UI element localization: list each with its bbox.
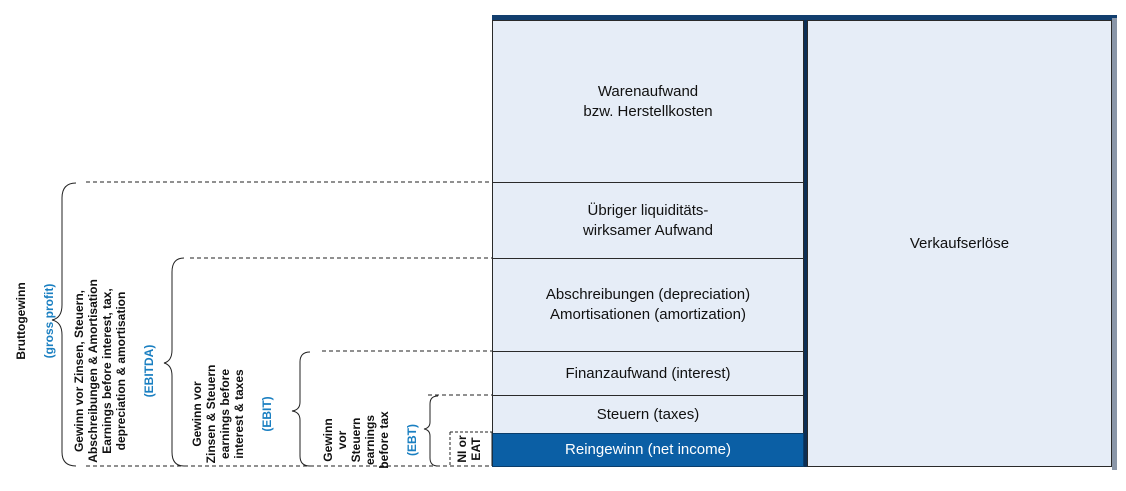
row-abschreibungen-line1: Abschreibungen (depreciation) (545, 286, 751, 303)
ebitda-abbr: (EBITDA) (142, 344, 156, 398)
row-reingewinn-label: Reingewinn (net income) (565, 441, 731, 458)
ni-eat-text: NI or EAT (455, 435, 483, 463)
label-ebt: Gewinn vor Steuern earnings before tax (… (321, 390, 419, 490)
ebit-abbr: (EBIT) (260, 396, 274, 432)
label-ebit: Gewinn vor Zinsen & Steuern earnings bef… (190, 344, 274, 484)
row-finanzaufwand: Finanzaufwand (interest) (492, 351, 804, 396)
row-warenaufwand-line2: bzw. Herstellkosten (583, 102, 713, 120)
row-steuern-label: Steuern (taxes) (596, 405, 700, 423)
row-uebriger-line2: wirksamer Aufwand (582, 221, 714, 239)
row-reingewinn: Reingewinn (net income) (492, 433, 804, 467)
ebt-abbr: (EBT) (405, 424, 419, 457)
gross-profit-abbr: (gross profit) (42, 283, 56, 359)
row-uebriger-aufwand: Übriger liquiditäts- wirksamer Aufwand (492, 182, 804, 259)
column-shadow (1112, 18, 1117, 470)
gross-profit-text: Bruttogewinn (14, 282, 28, 360)
label-ni-eat: NI or EAT (454, 433, 484, 465)
row-abschreibungen-line2: Amortisationen (amortization) (550, 306, 746, 323)
row-warenaufwand: Warenaufwand bzw. Herstellkosten (492, 20, 804, 183)
brace-ebt (423, 395, 439, 467)
ebit-text: Gewinn vor Zinsen & Steuern earnings bef… (190, 364, 246, 464)
label-gross-profit: Bruttogewinn (gross profit) (14, 271, 56, 371)
expense-column: Warenaufwand bzw. Herstellkosten Übriger… (492, 20, 804, 467)
row-warenaufwand-line1: Warenaufwand (597, 82, 699, 100)
revenue-label: Verkaufserlöse (909, 235, 1010, 252)
ebitda-text: Gewinn vor Zinsen, Steuern, Abschreibung… (72, 279, 128, 463)
label-ebitda: Gewinn vor Zinsen, Steuern, Abschreibung… (72, 251, 156, 491)
ebt-text: Gewinn vor Steuern earnings before tax (321, 411, 391, 469)
brace-gross (51, 182, 77, 467)
brace-ebitda (163, 257, 185, 467)
revenue-column: Verkaufserlöse (807, 20, 1112, 467)
row-abschreibungen: Abschreibungen (depreciation) Amortisati… (492, 258, 804, 352)
brace-ebit (291, 351, 311, 467)
row-finanzaufwand-label: Finanzaufwand (interest) (565, 364, 731, 382)
column-divider (804, 20, 807, 467)
row-uebriger-line1: Übriger liquiditäts- (587, 201, 709, 219)
top-border (492, 15, 1117, 20)
